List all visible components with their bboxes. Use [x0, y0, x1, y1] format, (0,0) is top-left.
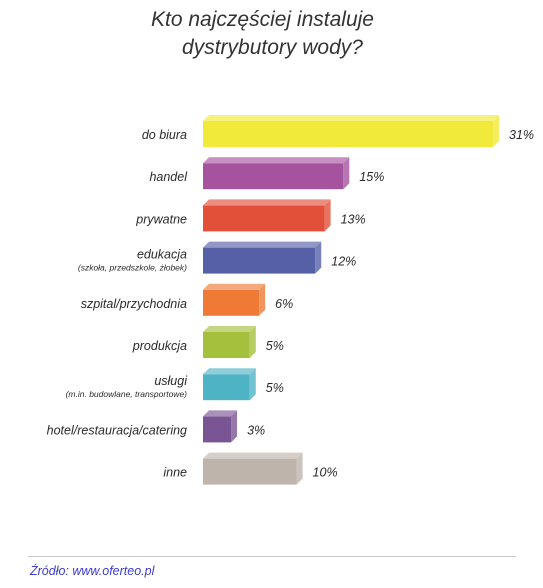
- data-label: 6%: [275, 297, 293, 311]
- bar-front: [203, 289, 260, 316]
- category-sublabel: (szkoła, przedszkole, żłobek): [78, 263, 187, 273]
- bar-side: [324, 199, 331, 232]
- bar-group: handel 15%: [149, 157, 384, 190]
- bar-group: do biura 31%: [142, 115, 534, 147]
- bar-group: edukacja(szkoła, przedszkole, żłobek) 12%: [78, 241, 356, 274]
- bar-group: produkcja 5%: [132, 326, 284, 358]
- bar-side: [249, 326, 256, 358]
- bar-group: hotel/restauracja/catering 3%: [47, 410, 265, 443]
- bar-top: [203, 326, 256, 332]
- bar-front: [203, 205, 325, 232]
- bar-side: [315, 241, 322, 274]
- bar-group: prywatne 13%: [135, 199, 366, 232]
- category-label: edukacja: [137, 248, 187, 262]
- data-label: 15%: [359, 170, 384, 184]
- bar-group: usługi(m.in. budowlane, transportowe) 5%: [66, 368, 284, 401]
- bar-side: [493, 115, 499, 147]
- bar-top: [203, 115, 499, 121]
- category-label: szpital/przychodnia: [81, 297, 187, 311]
- bar-top: [203, 241, 322, 248]
- bar-side: [296, 452, 303, 485]
- bar-front: [203, 332, 250, 358]
- category-label: usługi: [154, 374, 188, 388]
- bar-top: [203, 199, 331, 206]
- data-label: 3%: [247, 423, 265, 437]
- bar-group: inne 10%: [163, 452, 338, 485]
- bar-top: [203, 410, 238, 417]
- data-label: 5%: [266, 381, 284, 395]
- bar-top: [203, 157, 350, 164]
- category-label: produkcja: [132, 339, 187, 353]
- category-label: handel: [149, 170, 188, 184]
- footer-divider: [28, 556, 516, 557]
- data-label: 10%: [313, 466, 338, 480]
- bar-front: [203, 121, 493, 147]
- bar-front: [203, 458, 297, 485]
- bar-side: [231, 410, 238, 443]
- category-sublabel: (m.in. budowlane, transportowe): [66, 389, 188, 399]
- category-label: inne: [163, 466, 187, 480]
- bar-front: [203, 163, 344, 190]
- bar-side: [343, 157, 350, 190]
- bar-group: szpital/przychodnia 6%: [81, 283, 293, 316]
- chart-title-line-1: Kto najczęściej instaluje: [151, 8, 374, 31]
- category-label: prywatne: [135, 212, 187, 226]
- data-label: 31%: [509, 128, 534, 142]
- bar-top: [203, 368, 256, 375]
- bar-front: [203, 247, 316, 274]
- category-label: do biura: [142, 128, 187, 142]
- bar-top: [203, 452, 303, 459]
- bar-front: [203, 416, 232, 443]
- bar-side: [249, 368, 256, 401]
- data-label: 5%: [266, 339, 284, 353]
- category-label: hotel/restauracja/catering: [47, 423, 187, 437]
- data-label: 13%: [341, 212, 366, 226]
- bar-front: [203, 374, 250, 401]
- chart-title-line-2: dystrybutory wody?: [182, 36, 363, 59]
- bar-side: [259, 283, 266, 316]
- bar-top: [203, 283, 266, 290]
- chart-title: Kto najczęściej instaluje dystrybutory w…: [0, 6, 543, 62]
- source-note: Źródło: www.oferteo.pl: [30, 564, 155, 578]
- data-label: 12%: [331, 255, 356, 269]
